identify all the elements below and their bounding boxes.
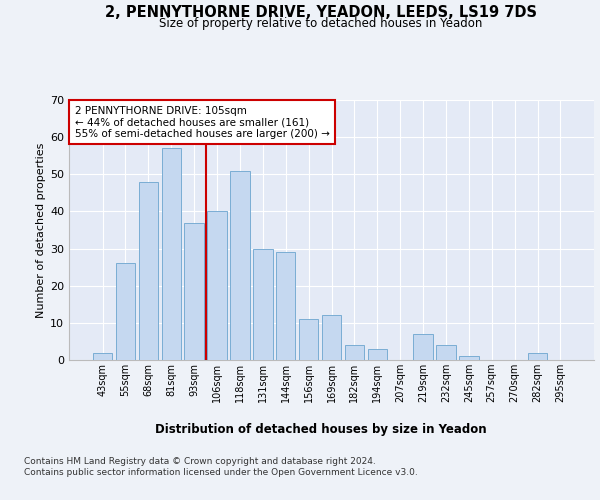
Bar: [161, 148, 181, 360]
Bar: [459, 356, 479, 360]
Bar: [413, 334, 433, 360]
Text: 2 PENNYTHORNE DRIVE: 105sqm
← 44% of detached houses are smaller (161)
55% of se: 2 PENNYTHORNE DRIVE: 105sqm ← 44% of det…: [74, 106, 329, 139]
Bar: [299, 319, 319, 360]
Bar: [230, 170, 250, 360]
Bar: [116, 264, 135, 360]
Text: Distribution of detached houses by size in Yeadon: Distribution of detached houses by size …: [155, 422, 487, 436]
Bar: [93, 352, 112, 360]
Text: Contains HM Land Registry data © Crown copyright and database right 2024.
Contai: Contains HM Land Registry data © Crown c…: [24, 458, 418, 477]
Bar: [208, 212, 227, 360]
Bar: [276, 252, 295, 360]
Bar: [139, 182, 158, 360]
Text: Size of property relative to detached houses in Yeadon: Size of property relative to detached ho…: [160, 18, 482, 30]
Bar: [368, 349, 387, 360]
Bar: [528, 352, 547, 360]
Bar: [436, 345, 455, 360]
Bar: [184, 222, 204, 360]
Bar: [344, 345, 364, 360]
Bar: [253, 248, 272, 360]
Bar: [322, 316, 341, 360]
Text: 2, PENNYTHORNE DRIVE, YEADON, LEEDS, LS19 7DS: 2, PENNYTHORNE DRIVE, YEADON, LEEDS, LS1…: [105, 5, 537, 20]
Y-axis label: Number of detached properties: Number of detached properties: [36, 142, 46, 318]
